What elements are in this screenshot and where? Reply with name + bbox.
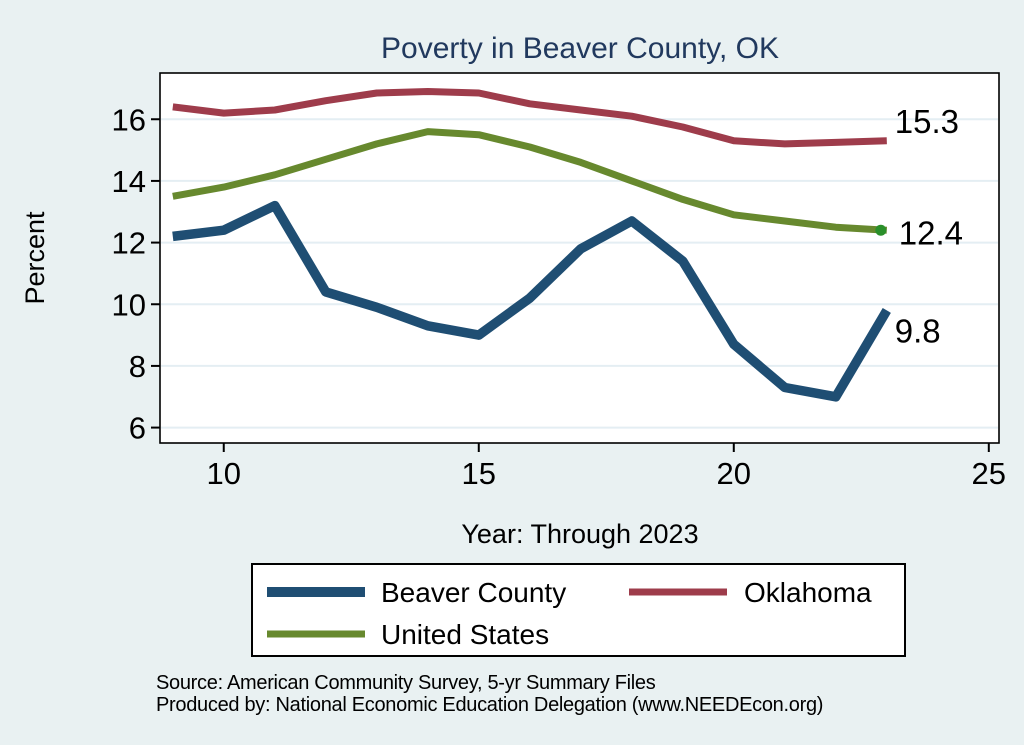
- axis-ticks: 6 8 10 12 14 16 10 15 20 25: [112, 102, 1007, 491]
- y-tick-label: 6: [129, 411, 146, 446]
- series-lines: [172, 88, 891, 402]
- legend-box: [251, 563, 906, 657]
- x-tick-label: 20: [717, 456, 751, 491]
- line-beaver-county: [172, 200, 891, 402]
- y-tick-label: 16: [112, 102, 146, 137]
- y-axis-label: Percent: [20, 211, 50, 305]
- x-tick-label: 15: [462, 456, 496, 491]
- legend-label-united-states: United States: [381, 619, 549, 650]
- legend-label-beaver-county: Beaver County: [381, 577, 566, 608]
- source-note: Source: American Community Survey, 5-yr …: [156, 672, 656, 694]
- x-tick-label: 10: [207, 456, 241, 491]
- x-axis-label: Year: Through 2023: [461, 519, 698, 549]
- end-label-beaver-county: 9.8: [895, 312, 941, 349]
- plot-area: [159, 72, 1000, 444]
- chart-title: Poverty in Beaver County, OK: [381, 32, 779, 65]
- produced-by-note: Produced by: National Economic Education…: [156, 694, 823, 716]
- end-label-united-states: 12.4: [899, 214, 963, 251]
- end-marker-dot: [875, 224, 887, 236]
- line-oklahoma: [172, 88, 887, 148]
- y-tick-label: 12: [112, 226, 146, 261]
- legend: Beaver County Oklahoma United States: [251, 563, 906, 657]
- line-united-states: [172, 128, 888, 234]
- x-tick-label: 25: [972, 456, 1006, 491]
- y-tick-label: 8: [129, 349, 146, 384]
- end-label-oklahoma: 15.3: [895, 103, 959, 140]
- y-tick-label: 14: [112, 164, 146, 199]
- legend-label-oklahoma: Oklahoma: [744, 577, 872, 608]
- y-tick-label: 10: [112, 287, 146, 322]
